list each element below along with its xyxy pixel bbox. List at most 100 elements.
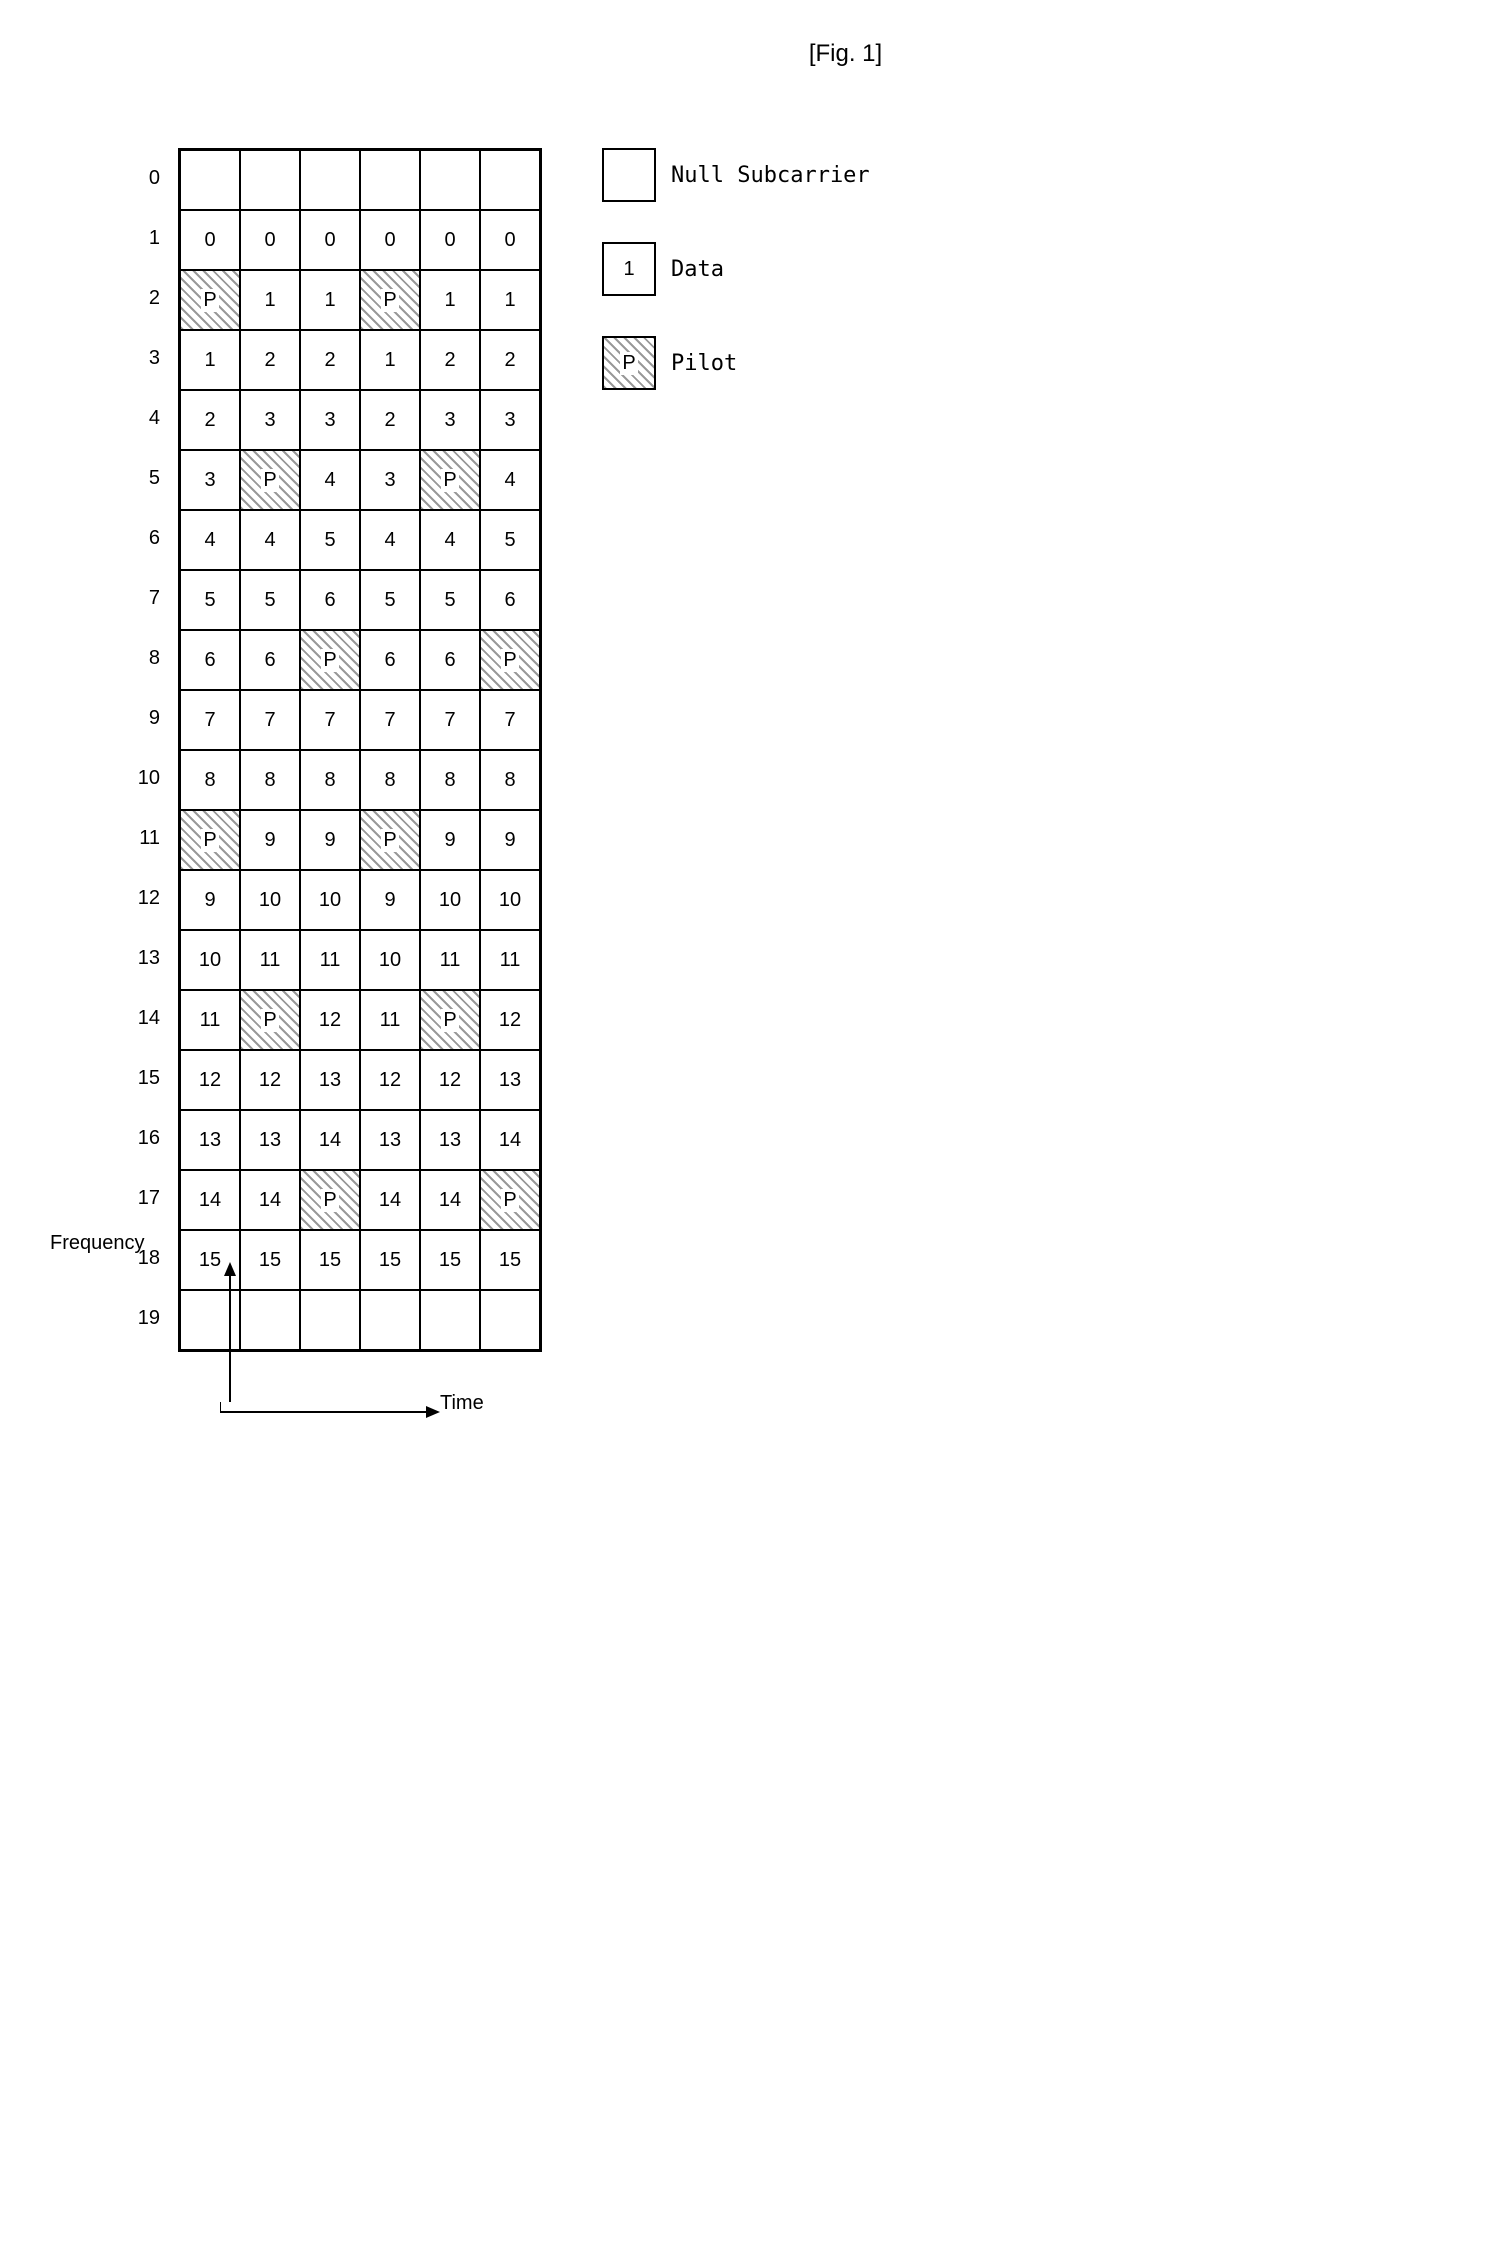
data-cell: 10 [240, 870, 300, 930]
data-cell: 2 [420, 330, 480, 390]
data-cell: 7 [240, 690, 300, 750]
data-cell: 14 [360, 1170, 420, 1230]
figure-title: [Fig. 1] [240, 40, 1451, 68]
data-cell: 11 [420, 930, 480, 990]
pilot-cell: P [180, 270, 240, 330]
data-cell: 0 [240, 210, 300, 270]
row-label: 15 [120, 1048, 168, 1108]
grid-area: 012345678910111213141516171819 000000P11… [120, 148, 542, 1352]
grid-row: P99P99 [180, 810, 540, 870]
data-cell: 0 [300, 210, 360, 270]
data-cell: 15 [420, 1230, 480, 1290]
grid-row: 3P43P4 [180, 450, 540, 510]
data-cell: 15 [360, 1230, 420, 1290]
data-cell: 3 [420, 390, 480, 450]
pilot-cell: P [360, 810, 420, 870]
data-cell: 15 [240, 1230, 300, 1290]
legend-item: PPilot [602, 336, 870, 390]
grid-row: P11P11 [180, 270, 540, 330]
grid-row [180, 150, 540, 210]
data-cell: 12 [240, 1050, 300, 1110]
data-cell: 3 [300, 390, 360, 450]
null-cell [420, 1290, 480, 1350]
data-cell: 7 [180, 690, 240, 750]
data-cell: 6 [420, 630, 480, 690]
row-label: 1 [120, 208, 168, 268]
data-cell: 1 [300, 270, 360, 330]
data-cell: 10 [300, 870, 360, 930]
row-label: 19 [120, 1288, 168, 1348]
time-axis-label: Time [440, 1392, 484, 1415]
data-cell: 7 [300, 690, 360, 750]
grid-row: 9101091010 [180, 870, 540, 930]
data-cell: 5 [300, 510, 360, 570]
legend-label: Null Subcarrier [671, 163, 870, 188]
data-cell: 15 [480, 1230, 540, 1290]
grid-row: 777777 [180, 690, 540, 750]
pilot-cell: P [240, 450, 300, 510]
data-cell: 4 [300, 450, 360, 510]
data-cell: 5 [180, 570, 240, 630]
data-cell: 10 [480, 870, 540, 930]
data-cell: 8 [300, 750, 360, 810]
data-cell: 11 [300, 930, 360, 990]
null-cell [360, 150, 420, 210]
row-label: 4 [120, 388, 168, 448]
data-cell: 13 [300, 1050, 360, 1110]
data-cell: 8 [480, 750, 540, 810]
row-label: 12 [120, 868, 168, 928]
pilot-cell: P [240, 990, 300, 1050]
data-cell: 4 [360, 510, 420, 570]
data-cell: 13 [180, 1110, 240, 1170]
data-cell: 14 [300, 1110, 360, 1170]
data-cell: 12 [360, 1050, 420, 1110]
data-cell: 2 [240, 330, 300, 390]
grid-row: 233233 [180, 390, 540, 450]
data-cell: 5 [480, 510, 540, 570]
null-cell [180, 150, 240, 210]
data-cell: 1 [180, 330, 240, 390]
row-label: 8 [120, 628, 168, 688]
data-cell: 13 [420, 1110, 480, 1170]
data-cell: 12 [480, 990, 540, 1050]
data-cell: 1 [360, 330, 420, 390]
null-cell [480, 1290, 540, 1350]
legend-label: Pilot [671, 351, 737, 376]
grid-row: 122122 [180, 330, 540, 390]
pilot-cell: P [480, 630, 540, 690]
data-cell: 4 [240, 510, 300, 570]
pilot-cell: P [300, 1170, 360, 1230]
pilot-cell: P [420, 990, 480, 1050]
data-cell: 11 [240, 930, 300, 990]
pilot-cell: P [480, 1170, 540, 1230]
data-cell: 6 [300, 570, 360, 630]
data-cell: 13 [480, 1050, 540, 1110]
data-cell: 4 [480, 450, 540, 510]
data-cell: 8 [240, 750, 300, 810]
data-cell: 2 [360, 390, 420, 450]
data-cell: 12 [180, 1050, 240, 1110]
data-cell: 6 [480, 570, 540, 630]
data-cell: 14 [240, 1170, 300, 1230]
null-cell [240, 1290, 300, 1350]
data-cell: 8 [420, 750, 480, 810]
data-cell: 8 [180, 750, 240, 810]
null-cell [360, 1290, 420, 1350]
time-arrow-icon [220, 1402, 440, 1422]
legend-box: 1 [602, 242, 656, 296]
data-cell: 7 [360, 690, 420, 750]
data-cell: 0 [480, 210, 540, 270]
data-cell: 1 [420, 270, 480, 330]
data-cell: 4 [180, 510, 240, 570]
pilot-cell: P [360, 270, 420, 330]
null-cell [420, 150, 480, 210]
data-cell: 9 [240, 810, 300, 870]
data-cell: 12 [420, 1050, 480, 1110]
null-cell [300, 1290, 360, 1350]
row-label: 3 [120, 328, 168, 388]
null-cell [300, 150, 360, 210]
row-label: 14 [120, 988, 168, 1048]
data-cell: 14 [480, 1110, 540, 1170]
grid-row: 000000 [180, 210, 540, 270]
pilot-cell: P [180, 810, 240, 870]
